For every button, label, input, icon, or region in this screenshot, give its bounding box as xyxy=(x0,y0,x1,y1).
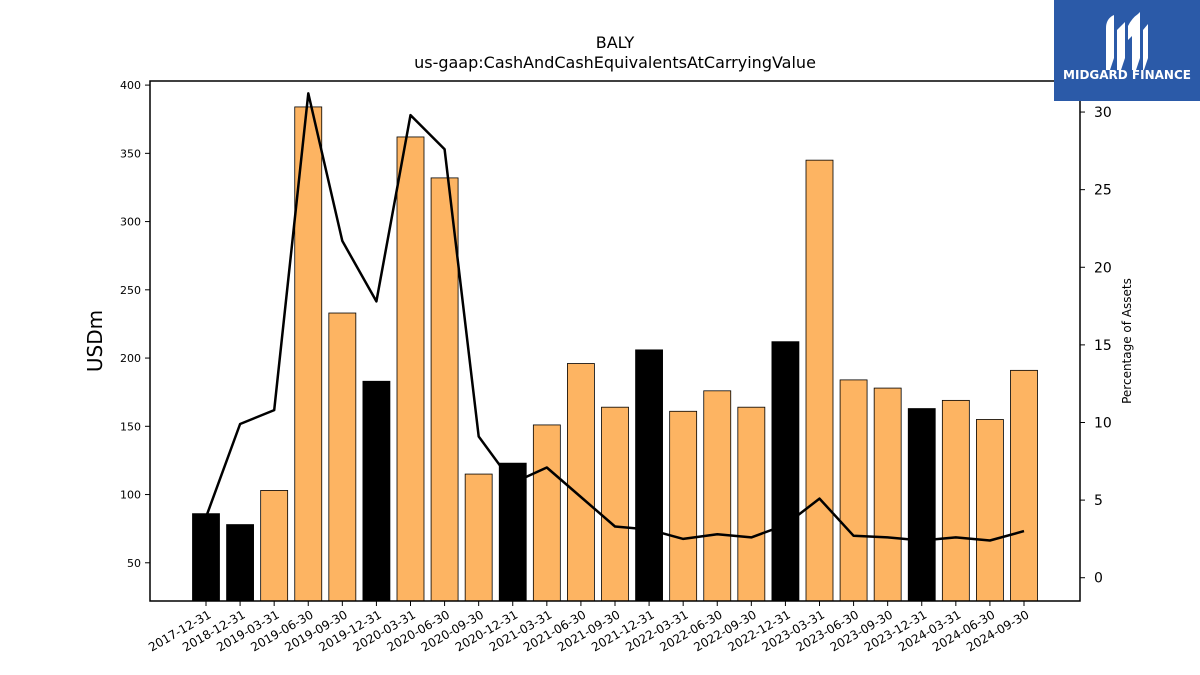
y-tick-label: 50 xyxy=(127,557,141,570)
y2-tick-label: 30 xyxy=(1094,105,1112,121)
bar-2022-03-31 xyxy=(669,410,698,602)
y-tick-label: 150 xyxy=(120,420,141,433)
bar-2024-03-31 xyxy=(941,399,970,602)
y-tick-label: 250 xyxy=(120,284,141,297)
bar-2024-09-30 xyxy=(1010,369,1038,602)
bar-2020-06-30 xyxy=(430,177,459,602)
bar-2018-12-31 xyxy=(226,524,254,602)
bar-2023-03-31 xyxy=(805,159,834,602)
bar-2021-06-30 xyxy=(567,363,595,602)
bar-2021-03-31 xyxy=(532,424,561,602)
y-axis-label: USDm xyxy=(83,310,107,372)
y2-tick-label: 10 xyxy=(1094,415,1112,431)
bar-2024-06-30 xyxy=(976,419,1004,602)
logo-mark-icon xyxy=(1106,12,1148,70)
bar-2022-06-30 xyxy=(703,390,732,602)
y-tick-label: 350 xyxy=(120,147,141,160)
bars-group xyxy=(192,106,1038,602)
bar-2020-03-31 xyxy=(396,136,425,602)
bar-2023-12-31 xyxy=(907,408,936,602)
bar-2021-12-31 xyxy=(635,349,663,602)
y-tick-label: 400 xyxy=(120,79,141,92)
line-group xyxy=(204,92,1025,542)
bar-2019-06-30 xyxy=(294,106,323,602)
bar-2023-09-30 xyxy=(873,387,902,602)
y2-axis-label: Percentage of Assets xyxy=(1120,278,1134,404)
bar-2020-12-31 xyxy=(498,462,527,602)
bar-2021-09-30 xyxy=(601,406,629,602)
bar-2019-09-30 xyxy=(328,312,357,602)
y-tick-label: 300 xyxy=(120,216,141,229)
midgard-finance-logo: MIDGARD FINANCE xyxy=(1054,0,1200,101)
y2-tick-label: 25 xyxy=(1094,183,1112,199)
bar-2017-12-31 xyxy=(192,513,220,602)
y2-tick-label: 0 xyxy=(1094,571,1103,587)
bar-2020-09-30 xyxy=(464,473,493,602)
y2-tick-label: 5 xyxy=(1094,493,1103,509)
bar-2019-03-31 xyxy=(260,490,289,602)
chart-subtitle: us-gaap:CashAndCashEquivalentsAtCarrying… xyxy=(414,53,816,72)
bar-2022-09-30 xyxy=(737,406,766,602)
y2-tick-label: 20 xyxy=(1094,260,1112,276)
bar-2022-12-31 xyxy=(771,341,800,602)
pct-assets-line xyxy=(204,92,1025,542)
chart-title: BALY xyxy=(596,33,635,52)
y-tick-label: 100 xyxy=(120,489,141,502)
bar-2019-12-31 xyxy=(362,380,391,602)
logo-text: MIDGARD FINANCE xyxy=(1063,68,1191,82)
y2-tick-label: 15 xyxy=(1094,338,1112,354)
y-tick-label: 200 xyxy=(120,352,141,365)
bar-2023-06-30 xyxy=(839,379,868,602)
